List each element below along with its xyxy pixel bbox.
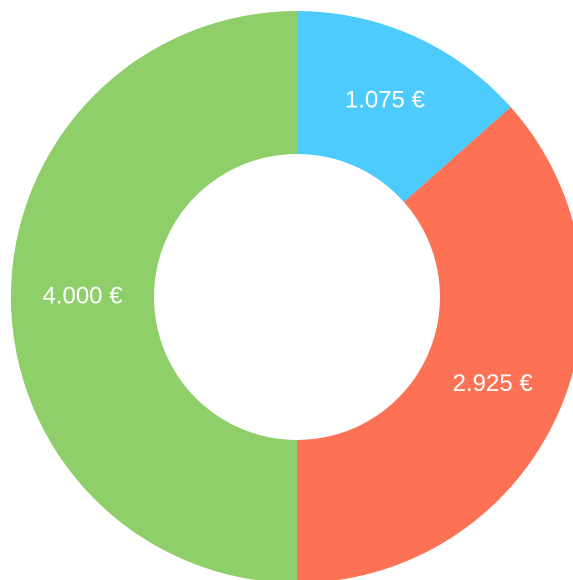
- data-label: 1.075 €: [345, 87, 426, 114]
- slice: [297, 11, 511, 203]
- data-label: 4.000 €: [42, 282, 123, 309]
- slice: [11, 11, 297, 580]
- slice: [297, 107, 573, 580]
- data-label: 2.925 €: [453, 370, 534, 397]
